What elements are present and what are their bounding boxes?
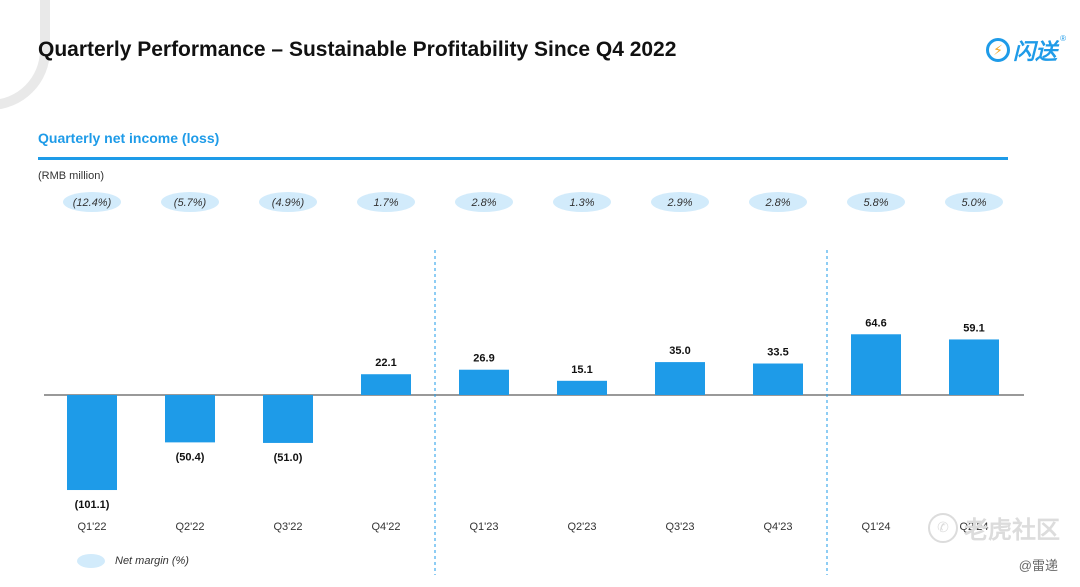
value-label: 22.1 [375,357,396,369]
bar-Q4'22 [361,374,411,395]
net-margin-label: 5.8% [863,197,888,209]
net-margin-ellipse [553,192,611,212]
category-label: Q1'24 [861,521,890,533]
value-label: 26.9 [473,353,494,365]
subtitle-rule [38,157,1008,160]
logo-text: 闪送 [1013,39,1058,64]
credit-text: @雷递 [1018,558,1058,573]
category-label: Q2'22 [175,521,204,533]
value-label: (50.4) [176,451,205,463]
net-margin-label: (4.9%) [272,197,305,209]
bar-Q2'22 [165,395,215,443]
lightning-icon: ⚡ [986,38,1011,62]
category-label: Q3'23 [665,521,694,533]
bar-Q2'23 [557,380,607,395]
company-logo: ⚡ 闪送 ® [986,34,1066,66]
value-label: 64.6 [865,317,886,329]
watermark-icon: ✆ [928,512,958,543]
legend: Net margin (%) [77,554,189,568]
bar-Q4'23 [753,363,803,395]
bar-Q3'23 [655,362,705,395]
net-margin-ellipse [455,192,513,212]
value-label: 15.1 [571,364,592,376]
net-margin-label: 2.8% [764,197,790,209]
net-margin-ellipse [945,192,1003,212]
net-margin-ellipse [651,192,709,212]
watermark: ✆ 老虎社区 [928,510,1060,545]
net-margin-ellipse [847,192,905,212]
category-label: Q1'22 [77,521,106,533]
net-margin-ellipse [357,192,415,212]
watermark-text: 老虎社区 [964,517,1060,544]
legend-swatch [77,554,105,568]
value-label: 35.0 [669,345,690,357]
net-margin-ellipse [63,192,121,212]
bar-Q2'24 [949,339,999,395]
value-label: 59.1 [963,322,984,334]
bar-Q1'22 [67,395,117,491]
net-margin-label: (5.7%) [174,197,207,209]
bar-Q1'23 [459,369,509,395]
net-margin-label: 2.8% [470,197,496,209]
category-label: Q4'23 [763,521,792,533]
category-label: Q2'24 [959,521,988,533]
value-label: 33.5 [767,347,788,359]
category-label: Q4'22 [371,521,400,533]
unit-label: (RMB million) [38,170,104,182]
value-label: (51.0) [274,452,303,464]
category-label: Q1'23 [469,521,498,533]
net-margin-label: 5.0% [961,197,986,209]
net-margin-ellipse [259,192,317,212]
bar-Q1'24 [851,334,901,395]
net-margin-label: 1.7% [373,197,398,209]
category-label: Q2'23 [567,521,596,533]
value-label: (101.1) [75,499,110,511]
legend-label: Net margin (%) [115,555,189,567]
net-margin-ellipse [749,192,807,212]
chart-subtitle: Quarterly net income (loss) [38,130,220,146]
registered-mark: ® [1060,34,1066,43]
page-title: Quarterly Performance – Sustainable Prof… [38,38,677,61]
net-margin-label: (12.4%) [73,197,112,209]
net-margin-label: 1.3% [569,197,594,209]
net-margin-label: 2.9% [666,197,692,209]
bar-Q3'22 [263,395,313,443]
net-margin-ellipse [161,192,219,212]
category-label: Q3'22 [273,521,302,533]
